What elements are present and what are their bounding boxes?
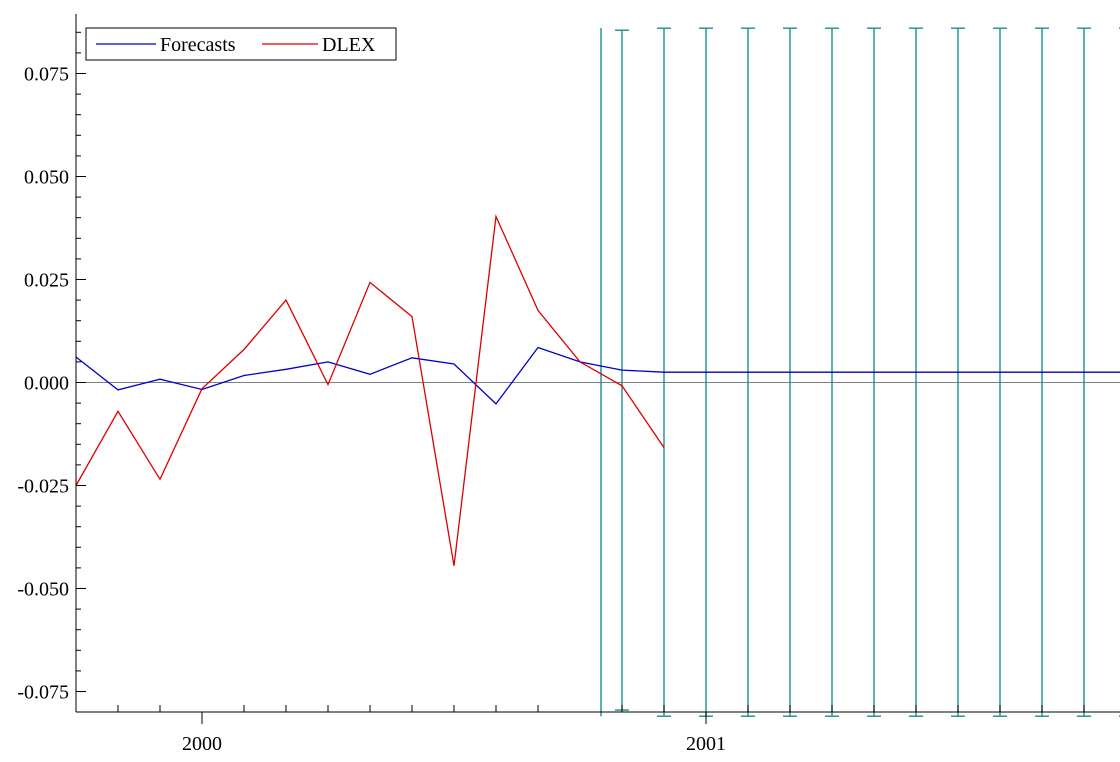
legend: Forecasts DLEX xyxy=(85,27,397,61)
x-tick-label: 2000 xyxy=(182,733,222,755)
x-tick-label: 2001 xyxy=(686,733,726,755)
legend-forecasts-label: Forecasts xyxy=(160,34,236,56)
y-tick-label: 0.000 xyxy=(24,373,69,395)
x-tick-labels: 2000 2001 xyxy=(182,733,726,755)
y-tick-label: -0.050 xyxy=(17,579,69,601)
y-tick-label: -0.025 xyxy=(17,476,69,498)
y-tick-label: -0.075 xyxy=(17,682,69,704)
y-tick-label: 0.025 xyxy=(24,270,69,292)
series-line-forecasts xyxy=(75,346,1120,405)
series-line-dlex xyxy=(75,214,665,566)
legend-dlex-label: DLEX xyxy=(322,34,376,56)
series-layer xyxy=(75,214,1120,566)
axes-layer xyxy=(75,14,1120,724)
y-tick-label: 0.075 xyxy=(24,64,69,86)
y-tick-label: 0.050 xyxy=(24,167,69,189)
y-tick-labels: 0.075 0.050 0.025 0.000 -0.025 -0.050 -0.075 xyxy=(17,64,69,704)
